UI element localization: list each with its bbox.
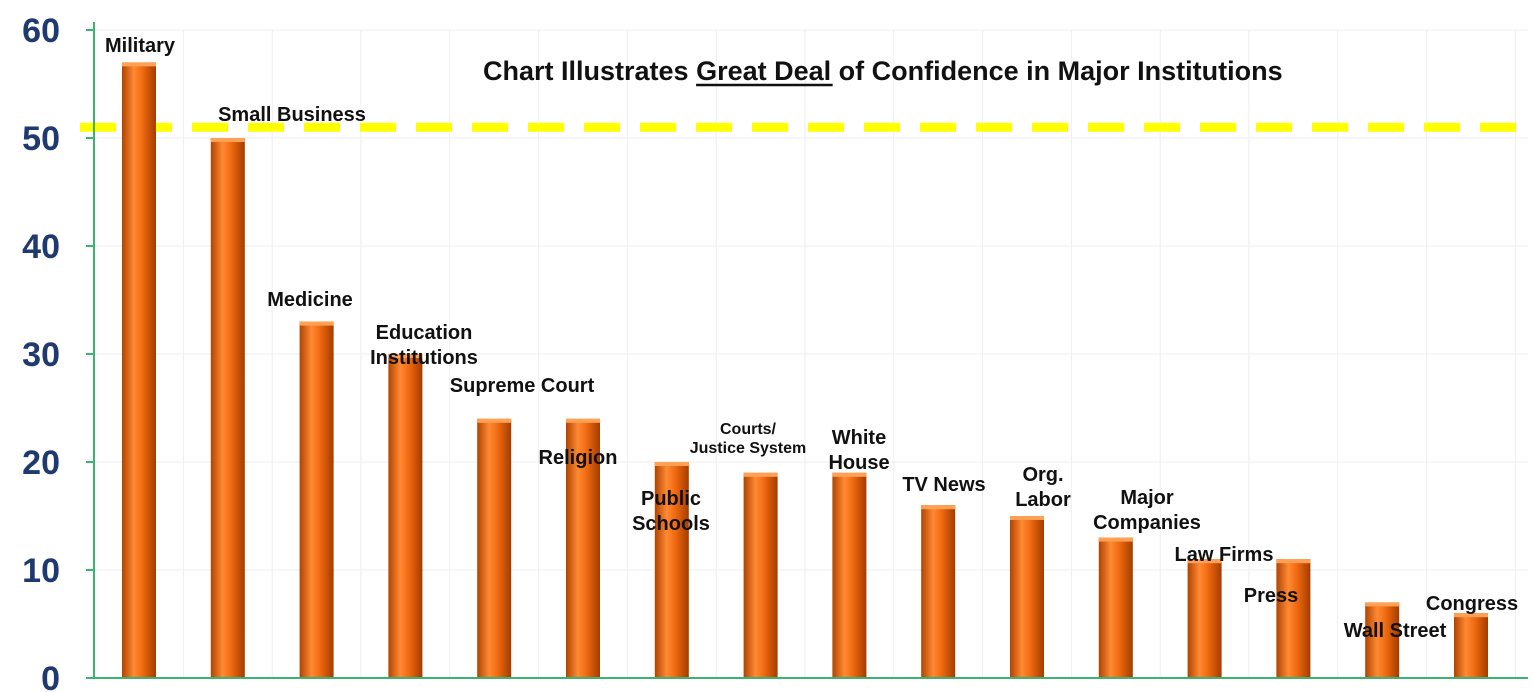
bars [122,62,1488,678]
bar [1187,559,1222,678]
bar [1276,559,1311,678]
bar-cap [1098,537,1133,542]
y-tick-label: 50 [22,120,60,158]
bar-cap [832,472,867,477]
bar [566,418,600,678]
y-tick-label: 20 [22,444,60,482]
bar-label: Education Institutions [370,322,478,369]
bar-label: Org. Labor [1015,464,1071,511]
bar [1010,516,1044,678]
chart-title-text: Chart Illustrates Great Deal of Confiden… [483,56,1283,86]
bar-label: Congress [1426,593,1518,615]
bar [743,472,778,678]
y-tick-label: 10 [22,552,60,590]
bar-label: Law Firms [1175,544,1274,566]
bar-cap [1365,602,1400,607]
bar-cap [122,62,156,67]
bar-cap [210,138,245,142]
bar-label: Major Companies [1093,487,1201,534]
bar [122,62,156,678]
axes: 0 10 20 30 40 50 60 [22,12,1528,692]
gridlines [94,29,1528,679]
title-part-2: of Confidence in Major Institutions [839,56,1283,86]
bar-label: Military [105,35,176,57]
y-tick-label: 0 [41,660,60,692]
title-part-1: Chart Illustrates [483,56,696,86]
bar-cap [1187,559,1222,564]
bar-cap [743,472,778,477]
bar-cap [1010,516,1044,520]
bar-label: Press [1244,585,1299,607]
bar [832,472,867,678]
y-tick-label: 30 [22,336,60,374]
bar-cap [566,418,600,423]
bar [921,505,956,678]
bar [477,418,512,678]
bar [654,462,689,678]
bar-cap [388,354,423,358]
bar-label: Religion [539,447,618,469]
bar-cap [477,418,512,423]
bar-label: Wall Street [1344,620,1447,642]
bar-cap [654,462,689,466]
bar-label: TV News [902,474,985,496]
bar [210,138,245,678]
bar-cap [921,505,956,510]
bar-label: Medicine [267,289,353,311]
bar-label: White House [828,427,889,474]
bar [388,354,423,678]
bar [1365,602,1400,678]
bar-label: Public Schools [632,488,710,535]
bar-cap [1276,559,1311,564]
y-tick-label: 40 [22,228,60,266]
bar [299,321,334,678]
bar-label: Courts/Justice System [690,421,807,457]
chart-title: Chart Illustrates Great Deal of Confiden… [483,56,1283,87]
y-tick-label: 60 [22,12,60,50]
bar [1454,613,1488,678]
bar-label: Small Business [218,104,366,126]
bar-cap [299,321,334,326]
bar-label: Supreme Court [450,375,595,397]
bar [1098,537,1133,678]
title-part-emphasis: Great Deal [696,56,839,86]
bar-cap [1454,613,1488,618]
bar-labels: Military Small Business Medicine Education I… [105,35,1518,642]
